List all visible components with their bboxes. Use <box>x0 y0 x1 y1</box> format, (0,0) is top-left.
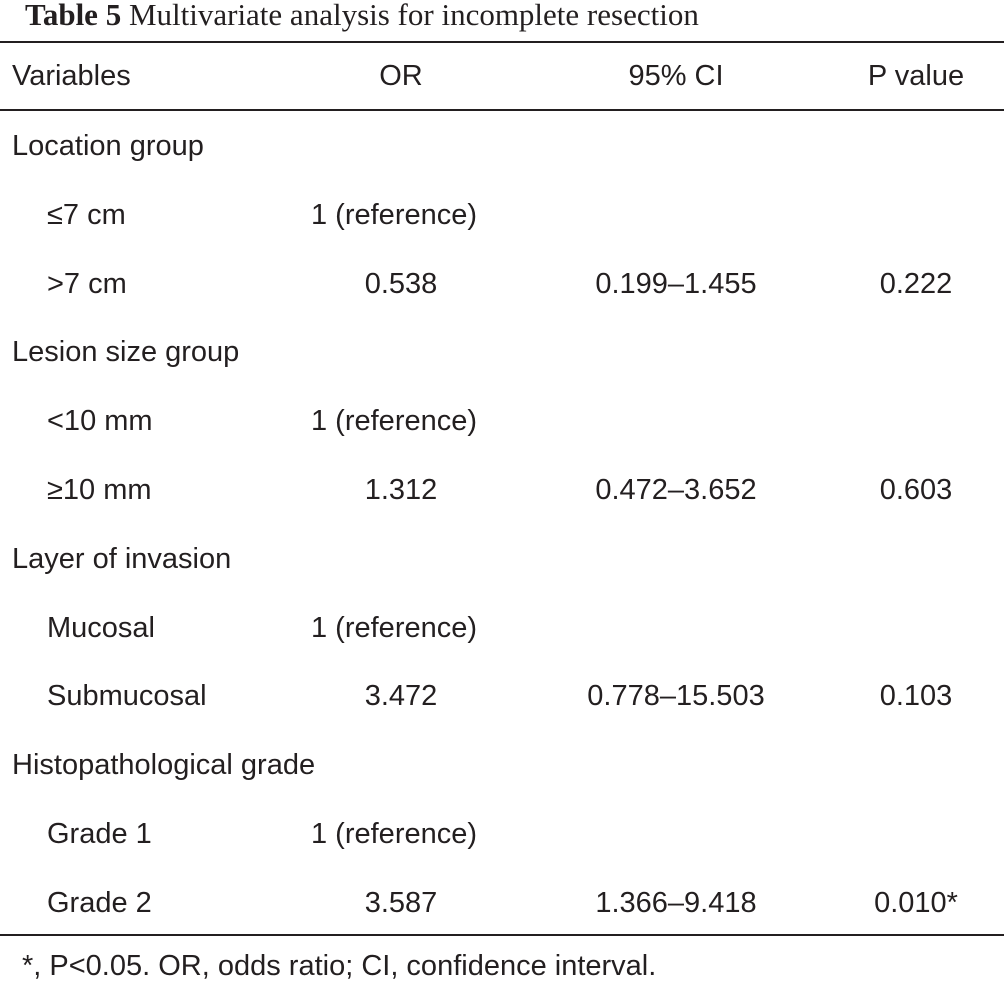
group-label: Location group <box>12 130 204 162</box>
header-ci: 95% CI <box>628 60 724 92</box>
group-label: Layer of invasion <box>12 543 232 575</box>
row-label: >7 cm <box>47 268 127 300</box>
row-label: Grade 1 <box>47 818 152 850</box>
row-or: 0.538 <box>364 268 438 300</box>
row-or: 1.312 <box>364 474 438 506</box>
table-caption-text: Multivariate analysis for incomplete res… <box>128 0 699 32</box>
row-ci: 0.778–15.503 <box>587 680 765 712</box>
row-ci: 0.199–1.455 <box>595 268 757 300</box>
header-variables: Variables <box>12 60 131 92</box>
row-ci: 1.366–9.418 <box>595 887 757 919</box>
group-label: Lesion size group <box>12 336 240 368</box>
row-label: ≤7 cm <box>47 199 126 231</box>
row-or: 1 (reference) <box>311 199 478 231</box>
table-caption-label: Table 5 <box>25 0 122 32</box>
row-label: Grade 2 <box>47 887 152 919</box>
header-p-value: P value <box>867 60 965 92</box>
row-p-value: 0.222 <box>879 268 953 300</box>
row-or: 3.472 <box>364 680 438 712</box>
row-or: 1 (reference) <box>311 612 478 644</box>
table-bottom-rule <box>0 934 1004 936</box>
table-caption: Table 5 Multivariate analysis for incomp… <box>25 0 699 36</box>
row-or: 3.587 <box>364 887 438 919</box>
row-label: ≥10 mm <box>47 474 152 506</box>
row-or: 1 (reference) <box>311 405 478 437</box>
row-label: <10 mm <box>47 405 153 437</box>
row-p-value: 0.010* <box>874 887 958 919</box>
table-top-rule <box>0 41 1004 43</box>
row-label: Mucosal <box>47 612 155 644</box>
row-p-value: 0.103 <box>879 680 953 712</box>
row-p-value: 0.603 <box>879 474 953 506</box>
row-label: Submucosal <box>47 680 207 712</box>
row-ci: 0.472–3.652 <box>595 474 757 506</box>
table-header-rule <box>0 109 1004 111</box>
table-footnote: *, P<0.05. OR, odds ratio; CI, confidenc… <box>22 950 657 982</box>
header-or: OR <box>379 60 423 92</box>
row-or: 1 (reference) <box>311 818 478 850</box>
group-label: Histopathological grade <box>12 749 316 781</box>
